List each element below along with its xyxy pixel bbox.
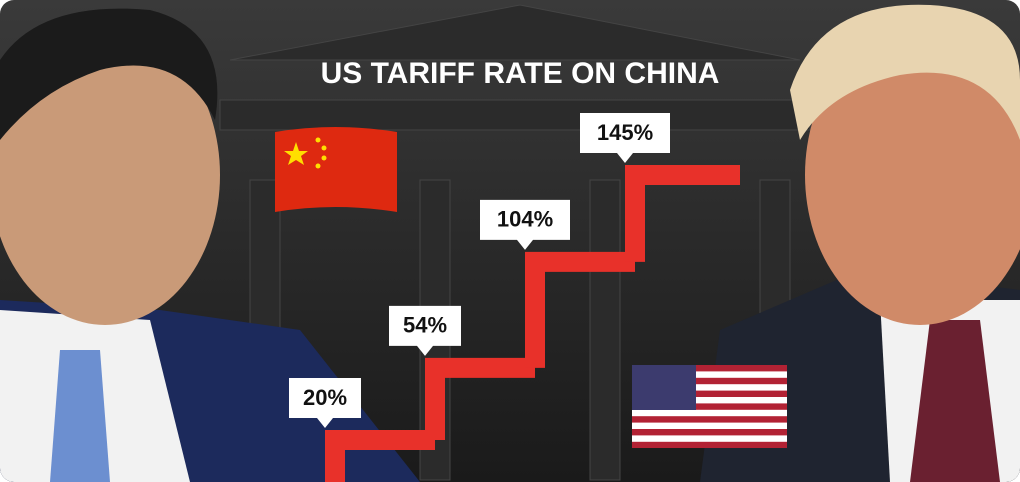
title: US TARIFF RATE ON CHINA	[321, 57, 720, 90]
step	[625, 165, 740, 262]
label-box	[289, 378, 361, 428]
step-chart: 20% 54% 104% 145%	[289, 113, 740, 482]
value-label: 20%	[303, 385, 347, 410]
label-box	[480, 199, 570, 250]
label-box	[580, 113, 670, 163]
value-label: 54%	[403, 313, 447, 338]
step	[525, 251, 635, 368]
step	[425, 357, 535, 440]
label-box	[389, 305, 461, 356]
left-person	[0, 8, 420, 482]
step	[325, 430, 435, 482]
value-label: 104%	[497, 207, 553, 232]
value-label: 145%	[597, 120, 653, 145]
china-flag	[275, 127, 397, 212]
us-flag	[632, 365, 787, 448]
